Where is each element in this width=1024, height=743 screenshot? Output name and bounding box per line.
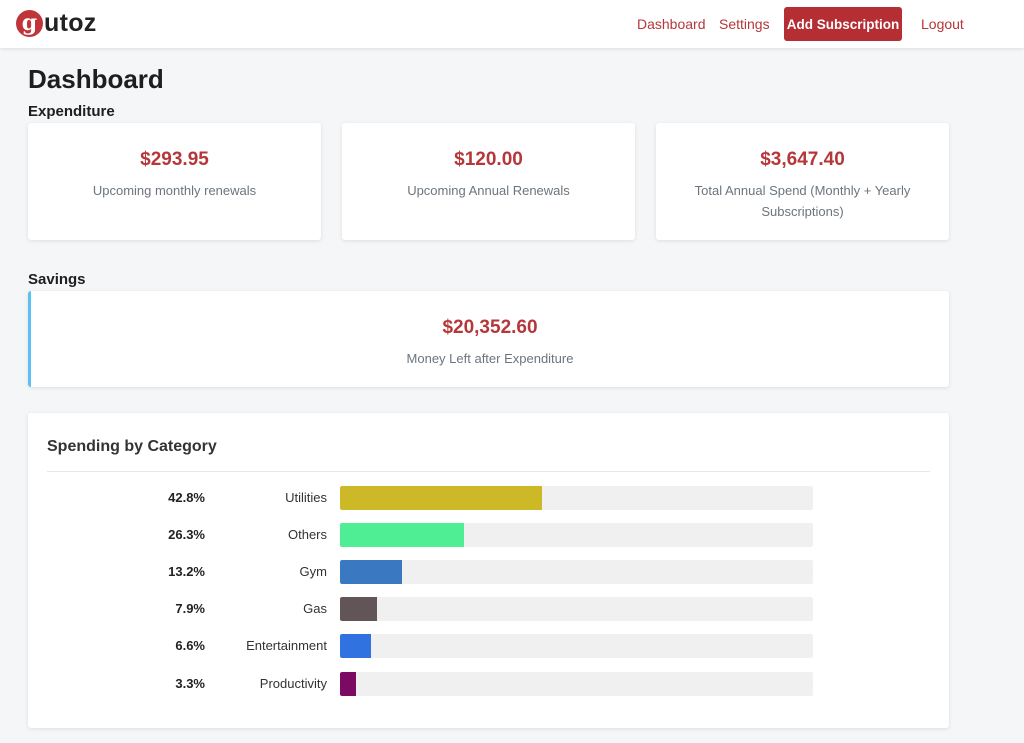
logo-mark: g (16, 9, 43, 37)
total-annual-spend-card: $3,647.40 Total Annual Spend (Monthly + … (656, 123, 949, 240)
annual-renewals-label: Upcoming Annual Renewals (407, 183, 570, 198)
category-name: Others (287, 527, 327, 542)
logo-text: utoz (44, 8, 97, 37)
monthly-renewals-card: $293.95 Upcoming monthly renewals (28, 123, 321, 240)
panel-divider (47, 471, 930, 472)
category-row-entertainment: 6.6% Entertainment (28, 634, 949, 658)
category-row-utilities: 42.8% Utilities (28, 486, 949, 510)
category-bar-fill (340, 560, 403, 584)
category-percent: 26.3% (168, 527, 205, 542)
category-row-others: 26.3% Others (28, 523, 949, 547)
category-bar-track (340, 523, 813, 547)
page-title: Dashboard (28, 64, 164, 94)
category-bar-fill (340, 523, 465, 547)
category-percent: 13.2% (168, 564, 205, 579)
spending-panel-title: Spending by Category (47, 438, 217, 455)
category-name: Gym (299, 564, 327, 579)
spending-by-category-panel: Spending by Category 42.8% Utilities 26.… (28, 413, 949, 728)
category-name: Productivity (259, 676, 327, 691)
category-bar-track (340, 560, 813, 584)
expenditure-section-title: Expenditure (28, 103, 115, 120)
category-name: Utilities (285, 490, 327, 505)
total-annual-spend-label: Total Annual Spend (Monthly + Yearly Sub… (694, 183, 911, 219)
total-annual-spend-amount: $3,647.40 (760, 149, 845, 170)
brand-logo[interactable]: g utoz (16, 8, 97, 38)
category-bar-fill (340, 597, 378, 621)
nav-dashboard-link[interactable]: Dashboard (637, 16, 706, 32)
monthly-renewals-amount: $293.95 (140, 149, 209, 170)
category-bar-track (340, 634, 813, 658)
category-bar-track (340, 486, 813, 510)
category-bar-fill (340, 486, 543, 510)
category-name: Gas (303, 601, 327, 616)
savings-label: Money Left after Expenditure (406, 351, 574, 366)
navbar: g utoz Dashboard Settings Add Subscripti… (0, 0, 1024, 48)
category-name: Entertainment (246, 638, 327, 653)
add-subscription-button[interactable]: Add Subscription (784, 7, 902, 41)
category-row-productivity: 3.3% Productivity (28, 672, 949, 696)
category-percent: 3.3% (175, 676, 205, 691)
savings-section-title: Savings (28, 271, 86, 288)
category-percent: 7.9% (175, 601, 205, 616)
category-percent: 6.6% (175, 638, 205, 653)
savings-card: $20,352.60 Money Left after Expenditure (28, 291, 949, 387)
category-row-gas: 7.9% Gas (28, 597, 949, 621)
monthly-renewals-label: Upcoming monthly renewals (92, 183, 257, 198)
savings-amount: $20,352.60 (442, 317, 538, 338)
category-percent: 42.8% (168, 490, 205, 505)
category-bar-fill (340, 672, 356, 696)
annual-renewals-amount: $120.00 (454, 149, 523, 170)
nav-logout-link[interactable]: Logout (921, 16, 964, 32)
category-bar-track (340, 597, 813, 621)
nav-settings-link[interactable]: Settings (719, 16, 770, 32)
annual-renewals-card: $120.00 Upcoming Annual Renewals (342, 123, 635, 240)
category-bar-track (340, 672, 813, 696)
category-row-gym: 13.2% Gym (28, 560, 949, 584)
category-bar-fill (340, 634, 372, 658)
